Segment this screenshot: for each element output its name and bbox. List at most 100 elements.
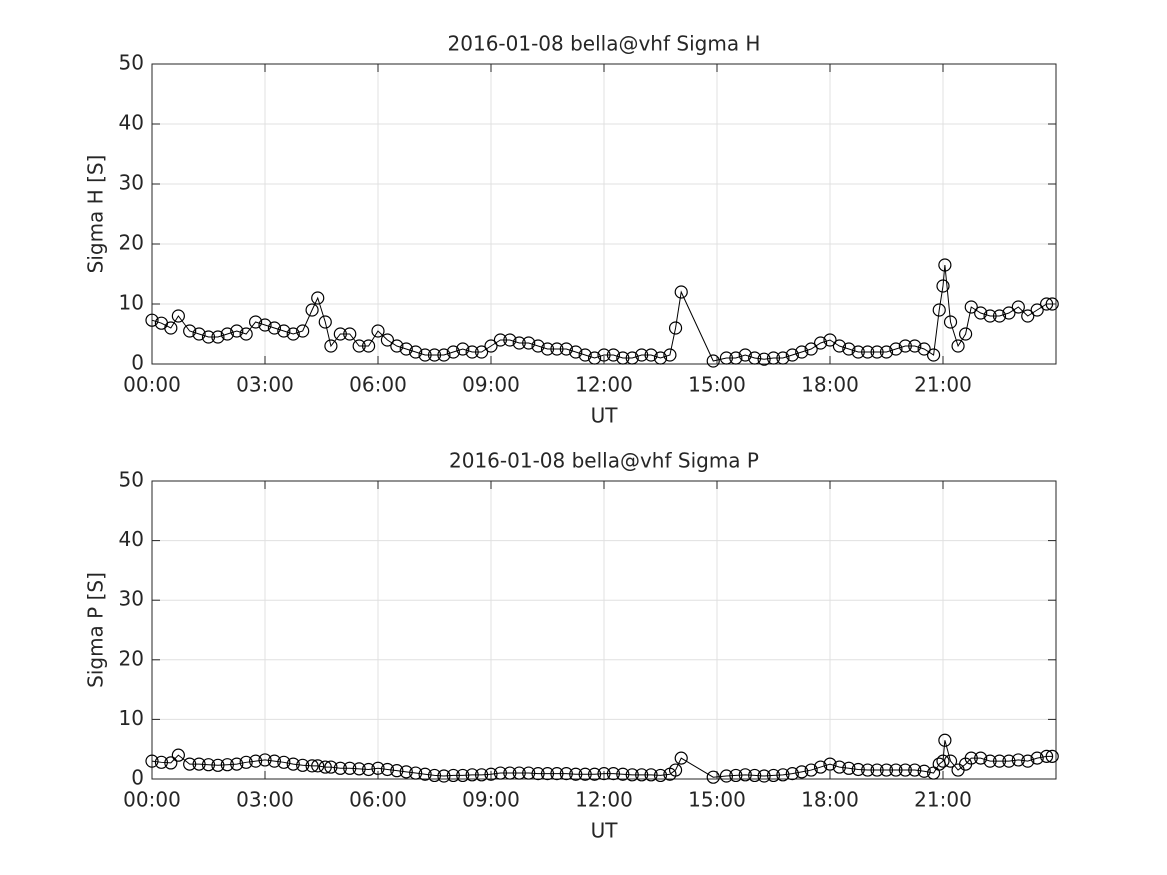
data-point [587, 351, 602, 365]
data-point [399, 342, 413, 356]
data-point [305, 759, 319, 773]
data-point [493, 333, 508, 347]
data-point [1030, 751, 1044, 765]
data-line [151, 264, 1053, 362]
data-point [1002, 754, 1016, 768]
data-point [938, 258, 952, 272]
data-point [663, 348, 677, 362]
data-point [211, 758, 225, 772]
data-point [220, 327, 234, 341]
data-point [606, 767, 621, 781]
data-point [992, 754, 1007, 768]
data-point [908, 763, 922, 777]
data-point [211, 330, 225, 344]
data-point [540, 767, 555, 781]
data-point [484, 767, 498, 781]
chart-title: 2016-01-08 bella@vhf Sigma H [448, 32, 761, 56]
data-point [409, 766, 423, 780]
data-point [851, 762, 865, 777]
data-point [842, 761, 856, 775]
data-point [757, 769, 771, 783]
data-point [399, 765, 413, 779]
data-point [286, 757, 300, 771]
data-point [964, 751, 978, 765]
data-point [277, 755, 291, 769]
data-point [183, 757, 197, 771]
data-point [456, 342, 470, 356]
data-point [597, 767, 611, 781]
x-tick-label: 00:00 [123, 788, 181, 812]
data-point [286, 327, 300, 341]
y-tick-label: 10 [119, 706, 144, 730]
x-tick-label: 00:00 [123, 373, 181, 397]
data-point [267, 754, 282, 768]
data-point [201, 330, 216, 344]
x-tick-label: 09:00 [462, 788, 520, 812]
data-point [719, 769, 734, 783]
data-point [983, 309, 997, 323]
data-point [418, 767, 432, 781]
data-point [974, 751, 988, 765]
data-point [635, 348, 649, 362]
y-tick-label: 0 [131, 351, 144, 375]
y-tick-label: 30 [119, 587, 144, 611]
data-point [183, 324, 197, 338]
data-point [861, 763, 875, 777]
data-point [804, 763, 818, 777]
x-axis-label: UT [591, 819, 619, 843]
data-point [531, 767, 545, 781]
data-point [674, 751, 688, 765]
data-point [992, 309, 1007, 323]
data-point [1021, 309, 1035, 323]
data-point [653, 768, 668, 783]
data-point [446, 768, 460, 783]
data-point [248, 754, 263, 768]
data-point [380, 762, 395, 777]
data-point [343, 327, 357, 341]
data-point [889, 763, 903, 777]
data-point [813, 760, 828, 774]
x-tick-label: 15:00 [688, 788, 746, 812]
data-point [267, 321, 282, 335]
data-point [418, 348, 432, 362]
axes-box [151, 63, 1057, 365]
data-point [333, 761, 347, 775]
x-tick-label: 18:00 [801, 373, 859, 397]
data-point [738, 768, 752, 782]
data-point [917, 342, 931, 356]
data-point [343, 761, 357, 775]
data-point [559, 342, 573, 356]
data-point [522, 336, 536, 350]
data-point [493, 766, 508, 780]
data-point [729, 768, 743, 783]
data-point [531, 339, 545, 353]
data-point [795, 765, 809, 779]
data-point [870, 345, 884, 359]
data-point [296, 324, 310, 338]
data-point [898, 763, 912, 777]
data-point [616, 767, 630, 781]
y-tick-label: 40 [119, 111, 144, 135]
y-tick-label: 30 [119, 171, 144, 195]
data-point [145, 754, 159, 768]
data-point [938, 733, 952, 747]
data-point [1021, 754, 1035, 768]
data-point [540, 342, 555, 356]
data-point [522, 766, 536, 780]
data-point [1011, 753, 1025, 767]
data-point [324, 339, 338, 353]
data-point [738, 348, 752, 362]
data-point [668, 321, 683, 335]
data-point [706, 770, 720, 784]
data-point [1039, 749, 1054, 763]
data-point [851, 345, 865, 359]
data-point [804, 342, 818, 356]
y-axis-label: Sigma H [S] [84, 155, 108, 274]
data-point [832, 760, 847, 774]
data-point [908, 339, 922, 353]
data-point [674, 285, 688, 299]
data-point [465, 345, 479, 359]
data-point [870, 763, 884, 777]
data-point [333, 327, 347, 341]
x-tick-label: 15:00 [688, 373, 746, 397]
